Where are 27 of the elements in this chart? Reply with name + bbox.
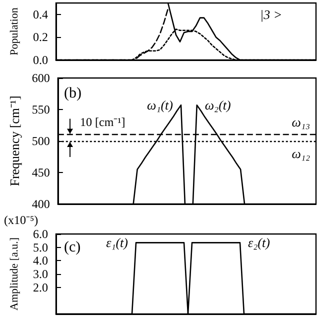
- y-tick-label: 5.0: [33, 240, 48, 254]
- y-axis-title: Population: [8, 7, 20, 56]
- y-tick-label: 4.0: [33, 254, 48, 268]
- series-label: ω₁(t): [147, 98, 173, 113]
- text: (x10⁻⁵): [4, 213, 38, 227]
- annotation: (b): [64, 86, 82, 102]
- text: |3 >: [260, 6, 282, 22]
- y-tick-label: 400: [32, 197, 50, 211]
- y-tick-label: 600: [32, 71, 50, 85]
- y-tick-label: 2.0: [33, 280, 48, 294]
- series-label: ε₂(t): [248, 235, 270, 250]
- annotation: 10 [cm⁻¹]: [80, 115, 126, 129]
- y-axis-title: Amplitude [a.u.]: [8, 237, 20, 311]
- y-axis-title: Frequency [cm⁻¹]: [7, 96, 22, 186]
- y-tick-label: 550: [32, 102, 50, 116]
- annotation: (c): [64, 240, 81, 256]
- y-tick-label: 3.0: [33, 267, 48, 281]
- ref-line-label: ω₁₃: [292, 114, 310, 130]
- y-tick-label: 6.0: [33, 227, 48, 241]
- y-tick-label: 450: [32, 166, 50, 180]
- y-tick-label: 500: [32, 134, 50, 148]
- y-tick-label: 0.4: [33, 7, 48, 22]
- ref-line-label: ω₁₂: [292, 146, 310, 161]
- series-label: ε₁(t): [106, 235, 128, 250]
- series-label: ω₂(t): [204, 98, 231, 113]
- y-tick-label: 0.2: [33, 30, 48, 44]
- y-tick-label: 0.0: [33, 53, 48, 67]
